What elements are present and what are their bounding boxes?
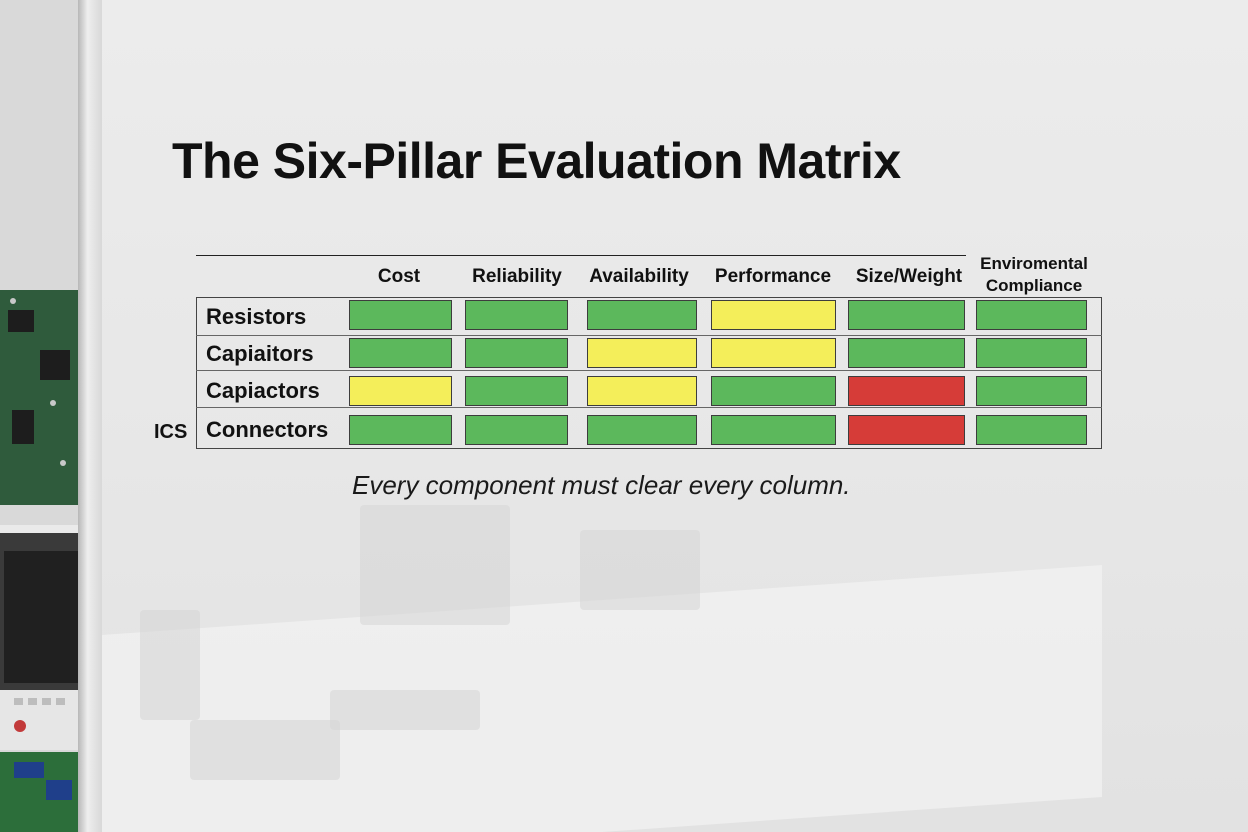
page-title: The Six-Pillar Evaluation Matrix xyxy=(172,133,901,189)
evaluation-matrix xyxy=(196,297,1102,449)
rating-cell xyxy=(349,415,452,445)
rating-cell xyxy=(587,338,697,368)
rating-cell xyxy=(848,415,965,445)
circuit-board-image xyxy=(0,290,78,505)
row-label-connectors: Connectors xyxy=(206,417,329,442)
rating-cell xyxy=(349,338,452,368)
rating-cell xyxy=(848,338,965,368)
column-header-performance: Performance xyxy=(714,266,832,287)
blue-circuit-board-image xyxy=(0,752,78,832)
rating-cell xyxy=(711,300,836,330)
instrument-keypad-image xyxy=(0,690,78,750)
top-rule xyxy=(196,255,966,256)
row-divider xyxy=(196,370,1102,371)
caption: Every component must clear every column. xyxy=(352,470,851,500)
rating-cell xyxy=(587,415,697,445)
column-header-line-1: Enviromental xyxy=(980,254,1088,273)
rating-cell xyxy=(465,415,568,445)
rating-cell xyxy=(587,300,697,330)
blur-tool xyxy=(330,690,480,730)
row-divider xyxy=(196,335,1102,336)
column-header-cost: Cost xyxy=(377,266,421,287)
row-label-capiactors: Capiactors xyxy=(206,378,320,403)
column-header-reliability: Reliability xyxy=(472,266,562,287)
rating-cell xyxy=(976,376,1087,406)
rating-cell xyxy=(848,300,965,330)
rating-cell xyxy=(349,300,452,330)
rating-cell xyxy=(587,376,697,406)
row-divider xyxy=(196,407,1102,408)
rating-cell xyxy=(848,376,965,406)
rating-cell xyxy=(976,338,1087,368)
row-label-resistors: Resistors xyxy=(206,304,307,329)
oscilloscope-image xyxy=(0,525,78,693)
glass-frame-edge xyxy=(78,0,102,832)
column-header-line-2: Compliance xyxy=(985,276,1083,295)
column-header-size-weight: Size/Weight xyxy=(855,266,963,287)
blur-device xyxy=(140,610,200,720)
blur-power-supply xyxy=(580,530,700,610)
rating-cell xyxy=(711,415,836,445)
rating-cell xyxy=(349,376,452,406)
column-header-availability: Availability xyxy=(589,266,689,287)
column-header-environmental-compliance: Enviromental Compliance xyxy=(972,253,1096,297)
rating-cell xyxy=(465,376,568,406)
rating-cell xyxy=(976,415,1087,445)
rating-cell xyxy=(711,338,836,368)
blur-board xyxy=(190,720,340,780)
blur-equipment xyxy=(360,505,510,625)
rating-cell xyxy=(711,376,836,406)
row-label-capiaitors: Capiaitors xyxy=(206,341,314,366)
rating-cell xyxy=(976,300,1087,330)
side-label-ics: ICS xyxy=(154,421,188,443)
rating-cell xyxy=(465,300,568,330)
rating-cell xyxy=(465,338,568,368)
